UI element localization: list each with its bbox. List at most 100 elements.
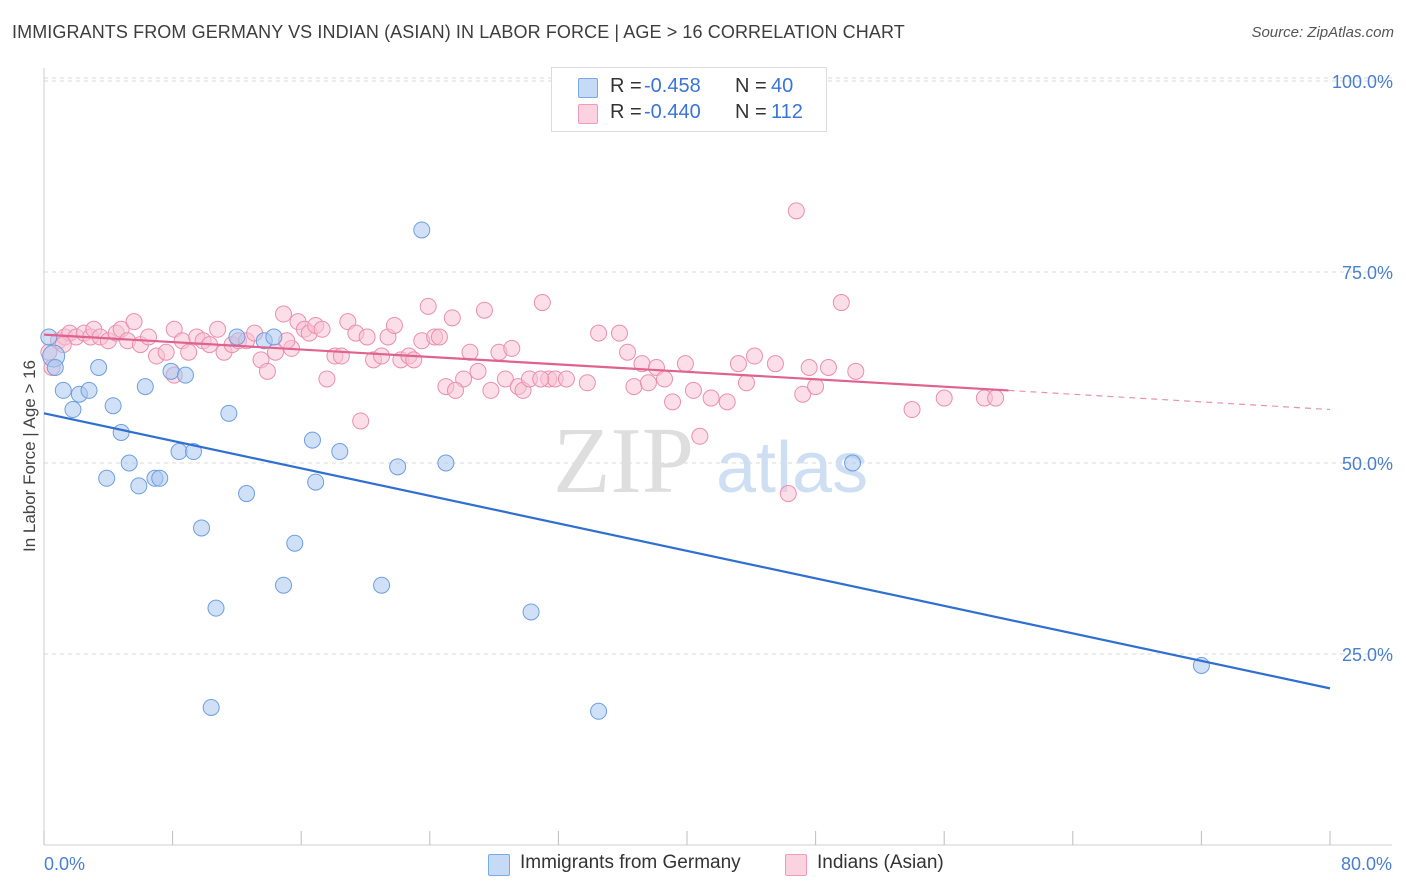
- grid-lines: [44, 77, 1392, 655]
- point-germany: [202, 698, 220, 716]
- point-indians: [557, 370, 575, 388]
- bottom-legend-label-germany: Immigrants from Germany: [520, 852, 741, 873]
- point-indians: [373, 347, 391, 365]
- point-germany: [170, 443, 188, 461]
- legend-n-value: 112: [771, 101, 803, 123]
- source-credit: Source: ZipAtlas.com: [1251, 24, 1394, 41]
- legend-n-label: N =: [735, 75, 767, 97]
- point-indians: [533, 294, 551, 312]
- point-indians: [258, 362, 276, 380]
- stats-legend: R = -0.458 N = 40 R = -0.440 N = 112: [551, 67, 827, 132]
- point-indians: [590, 324, 608, 342]
- legend-r-value: -0.440: [644, 101, 701, 123]
- axes: [43, 68, 1392, 846]
- y-tick-labels: 25.0% 50.0% 75.0% 100.0%: [1332, 72, 1393, 665]
- point-indians: [847, 362, 865, 380]
- point-indians: [702, 389, 720, 407]
- point-germany: [130, 477, 148, 495]
- point-germany: [162, 362, 180, 380]
- point-indians: [469, 362, 487, 380]
- point-germany: [220, 404, 238, 422]
- point-indians: [313, 320, 331, 338]
- point-germany: [104, 397, 122, 415]
- series-immigrants-germany: [40, 221, 1210, 720]
- point-indians: [664, 393, 682, 411]
- point-germany: [46, 359, 64, 376]
- point-germany: [176, 366, 194, 384]
- point-germany: [331, 443, 349, 461]
- point-indians: [157, 343, 175, 361]
- trend-line-indians-extrapolated: [1008, 389, 1331, 411]
- point-indians: [935, 389, 953, 407]
- point-germany: [307, 473, 325, 491]
- legend-n-value: 40: [771, 75, 794, 97]
- point-germany: [184, 443, 202, 461]
- y-tick-label: 100.0%: [1332, 72, 1393, 92]
- legend-swatch-germany: [578, 78, 598, 98]
- point-indians: [987, 389, 1005, 407]
- trend-lines: [43, 333, 1331, 690]
- point-indians: [832, 294, 850, 312]
- point-indians: [718, 393, 736, 411]
- watermark: ZIP atlas: [553, 409, 868, 513]
- point-indians: [639, 374, 657, 392]
- point-germany: [112, 423, 130, 441]
- point-indians: [503, 339, 521, 357]
- point-indians: [676, 355, 694, 373]
- point-indians: [475, 301, 493, 319]
- point-indians: [766, 355, 784, 373]
- point-germany: [64, 401, 82, 419]
- x-tick-marks: [43, 831, 1331, 845]
- point-germany: [120, 454, 138, 472]
- point-indians: [419, 297, 437, 315]
- point-germany: [373, 576, 391, 594]
- point-indians: [578, 374, 596, 392]
- point-indians: [209, 320, 227, 338]
- point-indians: [532, 370, 550, 388]
- trend-line-germany: [43, 412, 1331, 690]
- point-germany: [303, 431, 321, 449]
- chart-title: IMMIGRANTS FROM GERMANY VS INDIAN (ASIAN…: [12, 22, 905, 42]
- point-germany: [80, 381, 98, 399]
- point-indians: [729, 355, 747, 373]
- point-indians: [807, 378, 825, 396]
- point-germany: [844, 454, 862, 472]
- point-indians: [405, 351, 423, 369]
- point-indians: [779, 485, 797, 503]
- legend-swatch-indians: [578, 104, 598, 124]
- point-germany: [228, 328, 246, 346]
- point-germany: [90, 359, 108, 376]
- point-indians: [619, 343, 637, 361]
- point-indians: [819, 359, 837, 376]
- point-indians: [482, 381, 500, 399]
- bottom-legend-swatch-germany: [488, 854, 510, 876]
- legend-n-label: N =: [735, 101, 767, 123]
- legend-r-label: R =: [610, 101, 642, 123]
- point-indians: [443, 309, 461, 327]
- point-germany: [54, 381, 72, 399]
- point-indians: [358, 328, 376, 346]
- point-germany: [238, 485, 256, 503]
- point-germany: [98, 469, 116, 487]
- legend-r-value: -0.458: [644, 75, 701, 97]
- point-germany: [522, 603, 540, 621]
- x-max-label: 80.0%: [1341, 854, 1392, 874]
- watermark-zip: ZIP: [553, 409, 694, 513]
- point-germany: [275, 576, 293, 594]
- point-germany: [136, 378, 154, 396]
- point-indians: [691, 427, 709, 445]
- point-germany: [151, 469, 169, 487]
- point-indians: [655, 370, 673, 388]
- point-germany: [40, 328, 58, 346]
- point-indians: [180, 343, 198, 361]
- point-indians: [385, 316, 403, 334]
- point-germany: [590, 702, 608, 720]
- y-tick-label: 25.0%: [1342, 645, 1393, 665]
- point-indians: [746, 347, 764, 365]
- bottom-legend-label-indians: Indians (Asian): [817, 852, 944, 873]
- y-tick-label: 50.0%: [1342, 454, 1393, 474]
- point-germany: [389, 458, 407, 476]
- point-indians: [430, 328, 448, 346]
- trend-line-indians: [43, 333, 1009, 392]
